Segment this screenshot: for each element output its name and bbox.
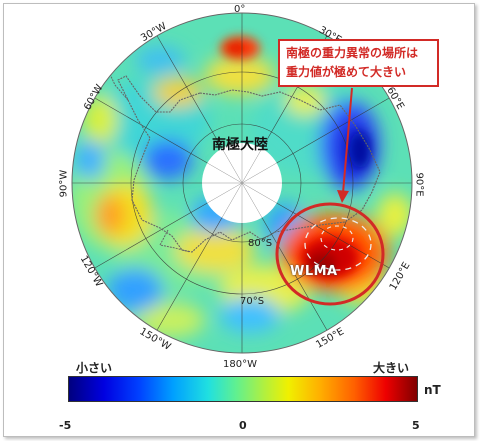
pole-meridian-line — [221, 182, 243, 218]
lat-label-80s: 80°S — [248, 238, 273, 249]
callout-line-1: 南極の重力異常の場所は — [286, 46, 419, 60]
coastline — [117, 75, 381, 253]
pole-meridian-line — [241, 182, 277, 204]
scale-tick-max: 5 — [412, 419, 420, 432]
anomaly-field — [72, 13, 412, 353]
pole-meridian-line — [241, 162, 277, 184]
meridian-line — [276, 202, 390, 269]
meridian-line — [276, 97, 390, 164]
wlma-label: WLMA — [290, 264, 338, 279]
pole-meridian-line — [221, 148, 243, 184]
pole-meridian-line — [241, 148, 263, 184]
scale-unit: nT — [424, 383, 441, 397]
pole-meridian-line — [207, 162, 243, 184]
lon-label-90e: 90°E — [413, 172, 425, 197]
scale-low-label: 小さい — [76, 361, 113, 375]
scale-tick-mid: 0 — [239, 419, 247, 432]
color-scale-bar — [68, 376, 418, 402]
lon-label-180w: 180°W — [223, 359, 257, 370]
pole-meridian-line — [207, 182, 243, 204]
lon-label-90w: 90°W — [58, 169, 70, 198]
callout-arrow — [342, 87, 353, 194]
callout-box: 南極の重力異常の場所は 重力値が極めて大きい — [278, 39, 439, 87]
lat-label-70s: 70°S — [240, 296, 265, 307]
callout-line-2: 重力値が極めて大きい — [286, 65, 407, 79]
callout-arrow-head — [337, 190, 349, 203]
pole-meridian-line — [241, 182, 263, 218]
anomaly-highlight-circle — [275, 202, 385, 306]
lon-label-0: 0° — [234, 4, 246, 15]
continent-label: 南極大陸 — [212, 137, 268, 153]
wlma-crater — [304, 217, 372, 271]
scale-tick-min: -5 — [59, 419, 72, 432]
meridian-line — [261, 217, 328, 331]
meridian-line — [156, 35, 223, 149]
meridian-line — [94, 97, 208, 164]
meridian-line — [94, 202, 208, 269]
scale-high-label: 大きい — [373, 361, 410, 375]
